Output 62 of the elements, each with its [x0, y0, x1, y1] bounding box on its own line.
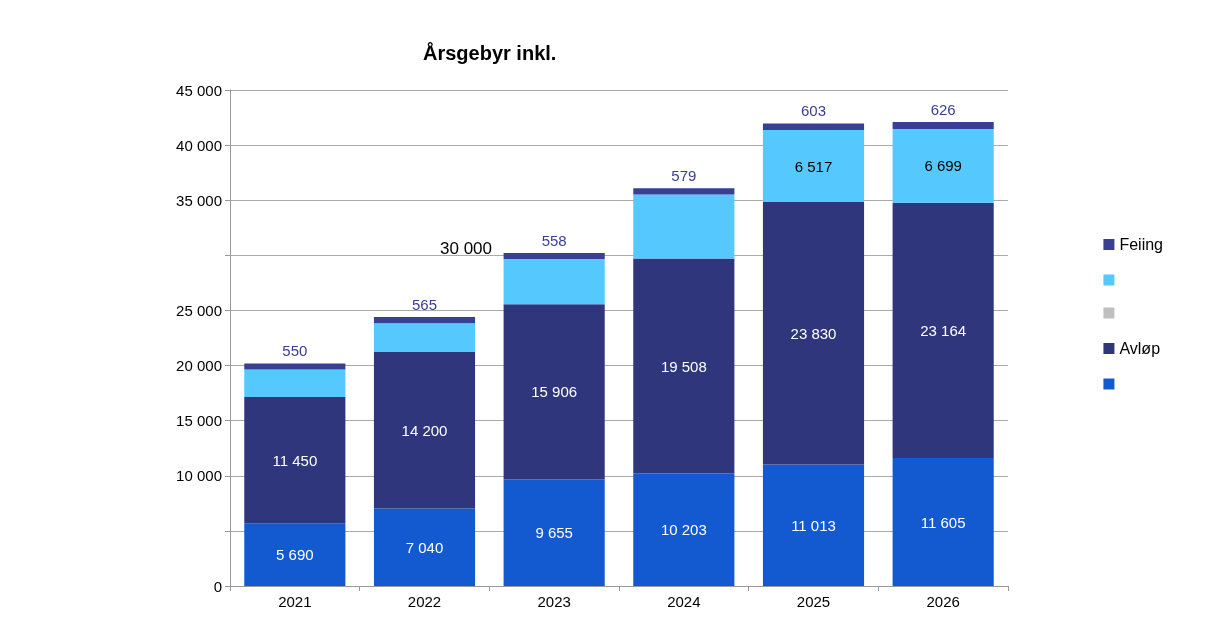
bar — [503, 252, 605, 260]
data-label: 19 508 — [660, 357, 707, 375]
bar — [762, 464, 865, 586]
bar — [633, 188, 735, 195]
data-label: 23 164 — [920, 321, 967, 339]
data-label: 6 517 — [794, 157, 833, 175]
data-label: 11 605 — [920, 513, 966, 531]
data-label: 565 — [411, 296, 438, 313]
chart-title: Årsgebyr inkl. — [423, 41, 557, 64]
x-tick-label: 2023 — [537, 593, 571, 610]
data-label: 9 655 — [535, 524, 573, 542]
bar — [244, 397, 346, 524]
y-tick-label: 25 000 — [176, 301, 222, 319]
data-label: 11 013 — [791, 516, 836, 534]
bar — [892, 122, 994, 129]
bar — [244, 369, 346, 398]
legend-label: Avløp — [1119, 340, 1161, 357]
y-tick-label: 40 000 — [176, 136, 222, 154]
bar — [892, 458, 994, 586]
y-tick-label: 0 — [213, 577, 222, 595]
data-label: 5 690 — [276, 546, 314, 564]
y-tick-label: 10 000 — [176, 467, 222, 485]
data-label: 6 699 — [924, 157, 962, 175]
x-tick-label: 2022 — [407, 593, 442, 610]
data-label: 11 450 — [272, 451, 318, 469]
annotation: 30 000 — [440, 239, 492, 258]
y-tick-label: 45 000 — [176, 81, 222, 99]
x-tick-label: 2026 — [926, 593, 960, 610]
data-label: 15 906 — [531, 383, 578, 401]
bar — [762, 123, 865, 131]
data-label: 626 — [930, 101, 956, 119]
data-label: 558 — [541, 231, 567, 249]
data-label: 579 — [671, 167, 697, 185]
bar — [373, 508, 476, 586]
data-label: 7 040 — [405, 538, 444, 556]
x-tick-label: 2021 — [278, 593, 312, 610]
bar — [762, 130, 865, 202]
bar — [373, 351, 476, 509]
y-tick-label: 15 000 — [176, 412, 222, 430]
data-label: 603 — [800, 102, 827, 120]
bar — [373, 323, 476, 352]
bar — [503, 259, 605, 305]
x-tick-label: 2025 — [796, 593, 831, 610]
bar — [892, 202, 994, 459]
legend-label: Feiing — [1119, 236, 1163, 253]
bar — [633, 258, 735, 474]
bar — [503, 479, 605, 586]
bar — [503, 304, 605, 480]
data-label: 550 — [282, 342, 308, 360]
data-label: 23 830 — [790, 324, 837, 342]
data-label: 10 203 — [660, 521, 707, 539]
bar — [244, 523, 346, 586]
bar — [633, 194, 735, 259]
bar — [244, 363, 346, 370]
bar — [892, 128, 994, 203]
bar — [633, 473, 735, 586]
x-tick-label: 2024 — [667, 593, 701, 610]
y-tick-label: 35 000 — [176, 191, 222, 209]
data-label: 14 200 — [401, 421, 448, 439]
y-tick-label: 20 000 — [176, 357, 222, 375]
bar — [373, 317, 476, 324]
bar — [762, 201, 865, 465]
